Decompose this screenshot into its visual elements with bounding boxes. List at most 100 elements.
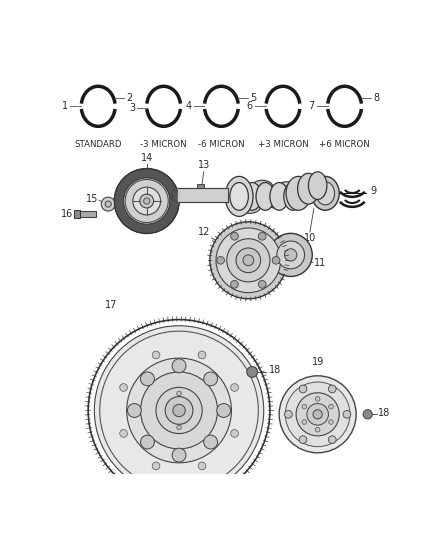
Circle shape: [156, 387, 202, 433]
Text: 10: 10: [304, 233, 316, 244]
Circle shape: [141, 372, 218, 449]
Circle shape: [101, 197, 115, 211]
Circle shape: [363, 410, 372, 419]
Circle shape: [120, 430, 127, 437]
Circle shape: [279, 376, 356, 453]
Circle shape: [198, 462, 206, 470]
Circle shape: [285, 410, 292, 418]
Circle shape: [328, 405, 333, 409]
Circle shape: [133, 187, 161, 215]
Circle shape: [231, 384, 238, 391]
Text: 17: 17: [105, 301, 117, 310]
Circle shape: [172, 359, 186, 373]
Circle shape: [216, 228, 281, 293]
Circle shape: [217, 403, 231, 417]
Ellipse shape: [276, 182, 298, 196]
Text: 5: 5: [250, 93, 256, 103]
Circle shape: [217, 256, 224, 264]
Ellipse shape: [243, 182, 261, 210]
Text: 6: 6: [247, 101, 253, 111]
FancyBboxPatch shape: [74, 210, 80, 218]
Ellipse shape: [230, 182, 248, 210]
Circle shape: [127, 358, 231, 463]
Text: 9: 9: [370, 186, 376, 196]
Text: 11: 11: [314, 257, 326, 268]
Circle shape: [173, 405, 185, 417]
Circle shape: [307, 403, 328, 425]
Text: STANDARD: STANDARD: [74, 140, 122, 149]
Text: 18: 18: [378, 408, 390, 418]
Ellipse shape: [264, 194, 287, 208]
Circle shape: [315, 397, 320, 401]
Ellipse shape: [284, 182, 302, 210]
Circle shape: [172, 448, 186, 462]
FancyBboxPatch shape: [197, 184, 205, 188]
Circle shape: [231, 430, 238, 437]
FancyBboxPatch shape: [177, 188, 228, 202]
Text: -3 MICRON: -3 MICRON: [140, 140, 187, 149]
Text: +6 MICRON: +6 MICRON: [319, 140, 370, 149]
Ellipse shape: [298, 173, 319, 204]
Text: 15: 15: [86, 193, 98, 204]
Circle shape: [198, 351, 206, 359]
Circle shape: [144, 198, 150, 204]
Circle shape: [277, 241, 304, 269]
Circle shape: [177, 425, 181, 430]
Ellipse shape: [239, 199, 261, 213]
Text: 13: 13: [198, 160, 210, 170]
Circle shape: [152, 351, 160, 359]
Circle shape: [243, 255, 254, 265]
Text: 1: 1: [62, 101, 68, 111]
Text: -6 MICRON: -6 MICRON: [198, 140, 245, 149]
Circle shape: [127, 403, 141, 417]
Circle shape: [285, 249, 297, 261]
Text: 14: 14: [141, 152, 153, 163]
Circle shape: [315, 427, 320, 432]
Circle shape: [258, 232, 266, 240]
Circle shape: [258, 280, 266, 288]
Text: 19: 19: [311, 357, 324, 367]
Circle shape: [269, 233, 312, 277]
Circle shape: [141, 372, 155, 386]
Circle shape: [313, 410, 322, 419]
Text: 2: 2: [127, 93, 133, 103]
Ellipse shape: [251, 180, 273, 194]
Circle shape: [165, 397, 193, 424]
Circle shape: [343, 410, 351, 418]
Ellipse shape: [225, 176, 253, 216]
Circle shape: [94, 326, 264, 495]
Ellipse shape: [270, 182, 288, 210]
Circle shape: [285, 382, 350, 447]
Wedge shape: [114, 168, 179, 233]
Circle shape: [236, 248, 261, 273]
Ellipse shape: [316, 182, 335, 205]
Circle shape: [227, 239, 270, 282]
Text: +3 MICRON: +3 MICRON: [258, 140, 308, 149]
Ellipse shape: [308, 172, 327, 199]
Circle shape: [247, 367, 258, 377]
Circle shape: [141, 435, 155, 449]
Circle shape: [177, 391, 181, 396]
Ellipse shape: [286, 176, 311, 210]
Circle shape: [140, 194, 154, 208]
Circle shape: [296, 393, 339, 436]
Text: 7: 7: [308, 101, 314, 111]
Circle shape: [328, 419, 333, 424]
Circle shape: [328, 436, 336, 443]
Circle shape: [125, 180, 168, 223]
Circle shape: [272, 256, 280, 264]
Circle shape: [231, 232, 238, 240]
Text: 8: 8: [373, 93, 379, 103]
Text: 18: 18: [269, 366, 281, 375]
Circle shape: [299, 385, 307, 393]
FancyBboxPatch shape: [79, 211, 96, 217]
Circle shape: [204, 372, 218, 386]
Circle shape: [204, 435, 218, 449]
Circle shape: [302, 405, 307, 409]
Ellipse shape: [256, 182, 275, 210]
Circle shape: [210, 222, 287, 299]
Circle shape: [302, 419, 307, 424]
Circle shape: [152, 462, 160, 470]
Text: 12: 12: [198, 227, 210, 237]
Text: 16: 16: [60, 209, 73, 219]
